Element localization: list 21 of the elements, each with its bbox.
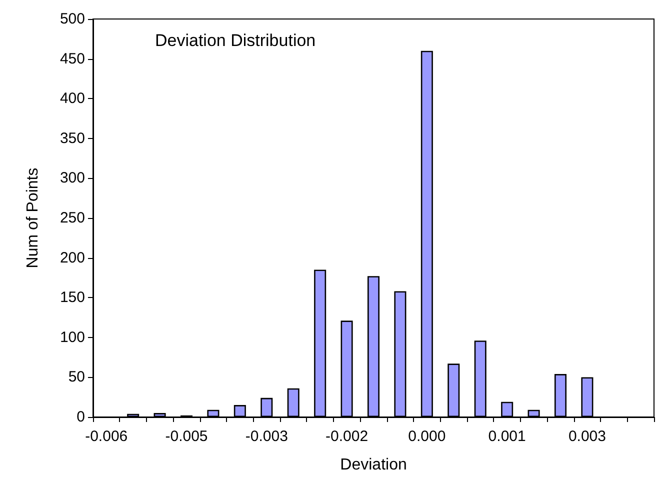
x-tick-label: -0.002 <box>326 428 368 445</box>
y-tick-label: 50 <box>68 368 85 386</box>
y-tick-label: 0 <box>76 408 85 426</box>
x-tick-label: -0.005 <box>165 428 208 445</box>
x-tick-label: 0.003 <box>568 428 606 445</box>
x-axis-title: Deviation <box>340 456 407 474</box>
y-tick-label: 500 <box>60 10 85 28</box>
y-tick-label: 350 <box>60 130 85 147</box>
x-tick-label: -0.003 <box>245 428 288 445</box>
y-tick-label: 200 <box>60 249 85 266</box>
text: Deviation Distribution <box>155 31 316 50</box>
x-tick-label: -0.006 <box>85 428 128 445</box>
x-tick-label: 0.000 <box>408 428 446 445</box>
y-tick-label: 450 <box>60 50 85 68</box>
y-tick-label: 250 <box>60 210 85 226</box>
x-tick-label: 0.001 <box>488 428 526 445</box>
y-tick-label: 100 <box>60 328 85 346</box>
y-tick-label: 300 <box>60 170 85 187</box>
y-tick-label: 400 <box>60 90 85 108</box>
y-tick-label: 150 <box>60 289 85 306</box>
y-axis-title: Num of Points <box>24 168 42 268</box>
